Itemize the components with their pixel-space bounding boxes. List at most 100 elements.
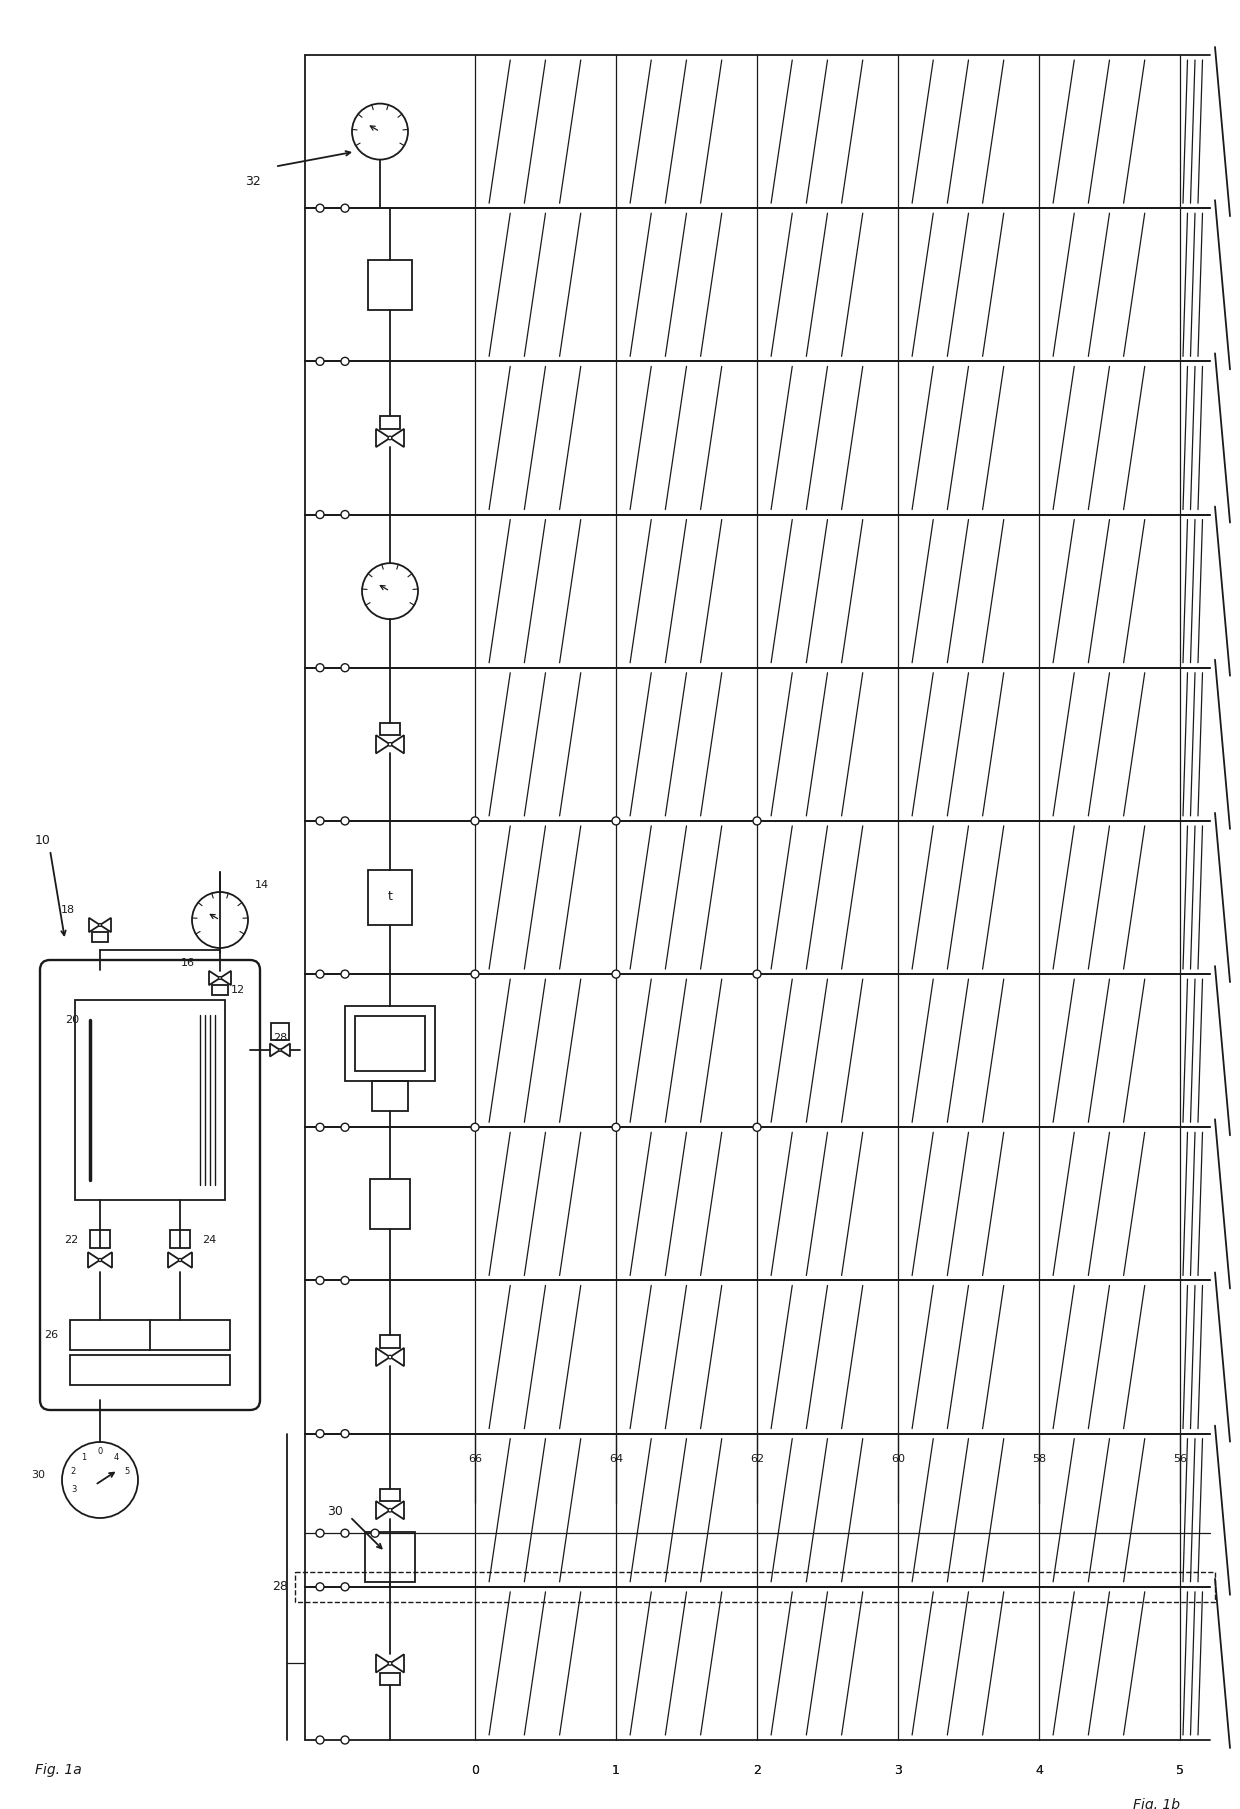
Circle shape (388, 1355, 392, 1359)
Polygon shape (88, 1252, 100, 1268)
Bar (295, 1572, 1215, 1601)
Text: 5: 5 (1176, 1764, 1184, 1776)
Bar (381, 722, 399, 734)
Text: 62: 62 (750, 1454, 764, 1463)
Circle shape (471, 970, 479, 979)
Text: 30: 30 (31, 1471, 45, 1480)
Text: 10: 10 (35, 834, 51, 847)
Circle shape (613, 970, 620, 979)
Circle shape (179, 1259, 181, 1261)
Polygon shape (391, 1348, 404, 1366)
Text: 12: 12 (231, 984, 246, 995)
Text: 0: 0 (98, 1447, 103, 1456)
Text: 1: 1 (613, 1764, 620, 1776)
Bar (69, 1355, 229, 1386)
Text: 4: 4 (1035, 1764, 1043, 1776)
Circle shape (371, 1529, 379, 1538)
Bar (272, 1024, 289, 1040)
Text: 66: 66 (467, 1454, 482, 1463)
Circle shape (316, 818, 324, 825)
Polygon shape (376, 1348, 391, 1366)
Text: 0: 0 (471, 1764, 479, 1776)
Text: 24: 24 (202, 1236, 216, 1245)
Text: 4: 4 (114, 1453, 119, 1462)
Circle shape (753, 1123, 761, 1131)
Text: 2: 2 (71, 1467, 76, 1476)
Polygon shape (391, 1501, 404, 1520)
Text: 20: 20 (64, 1015, 79, 1026)
Circle shape (341, 818, 348, 825)
Polygon shape (376, 429, 391, 447)
Bar (69, 1321, 229, 1350)
FancyBboxPatch shape (40, 961, 260, 1409)
Text: 4: 4 (1035, 1764, 1043, 1776)
Circle shape (62, 1442, 138, 1518)
Text: 1: 1 (613, 1764, 620, 1776)
Polygon shape (270, 1044, 280, 1056)
Text: 28: 28 (273, 1033, 288, 1044)
Text: 16: 16 (181, 959, 195, 968)
Polygon shape (210, 971, 219, 986)
Circle shape (279, 1049, 281, 1051)
Bar (372, 1080, 408, 1111)
Circle shape (98, 1259, 102, 1261)
Circle shape (316, 664, 324, 671)
Polygon shape (100, 917, 112, 932)
Circle shape (316, 510, 324, 519)
Text: 3: 3 (894, 1764, 901, 1776)
Polygon shape (391, 734, 404, 753)
Text: Fig. 1a: Fig. 1a (35, 1764, 82, 1776)
Circle shape (98, 924, 102, 926)
Text: 5: 5 (124, 1467, 129, 1476)
Circle shape (341, 664, 348, 671)
Bar (92, 932, 108, 942)
Text: 22: 22 (63, 1236, 78, 1245)
Bar (368, 870, 412, 924)
Bar (368, 260, 412, 309)
Bar (170, 1230, 190, 1248)
Bar (381, 416, 399, 429)
Circle shape (388, 742, 392, 745)
Text: 60: 60 (892, 1454, 905, 1463)
Bar (74, 1000, 224, 1199)
Circle shape (388, 436, 392, 440)
Polygon shape (100, 1252, 112, 1268)
Text: 64: 64 (609, 1454, 622, 1463)
Circle shape (316, 1123, 324, 1131)
Bar (370, 1179, 410, 1228)
Text: 58: 58 (1032, 1454, 1047, 1463)
Bar (345, 1006, 435, 1080)
Bar (212, 986, 228, 995)
Circle shape (341, 1529, 348, 1538)
Circle shape (192, 892, 248, 948)
Circle shape (341, 1583, 348, 1590)
Circle shape (613, 1123, 620, 1131)
Circle shape (218, 977, 222, 979)
Text: 3: 3 (71, 1485, 77, 1494)
Circle shape (753, 818, 761, 825)
Circle shape (341, 970, 348, 979)
Circle shape (316, 1583, 324, 1590)
Circle shape (471, 818, 479, 825)
Text: 14: 14 (255, 879, 269, 890)
Text: 3: 3 (894, 1764, 901, 1776)
Bar (381, 1335, 399, 1348)
Circle shape (362, 563, 418, 619)
Circle shape (316, 1529, 324, 1538)
Circle shape (341, 510, 348, 519)
Polygon shape (391, 429, 404, 447)
Bar (355, 1015, 425, 1071)
Polygon shape (167, 1252, 180, 1268)
Circle shape (388, 1662, 392, 1666)
Circle shape (341, 1277, 348, 1284)
Polygon shape (376, 734, 391, 753)
Circle shape (352, 103, 408, 159)
Polygon shape (280, 1044, 290, 1056)
Text: 28: 28 (272, 1581, 288, 1594)
Circle shape (316, 204, 324, 212)
Circle shape (316, 1429, 324, 1438)
Polygon shape (376, 1653, 391, 1673)
Text: 1: 1 (81, 1453, 86, 1462)
Polygon shape (391, 1653, 404, 1673)
Text: 0: 0 (471, 1764, 479, 1776)
